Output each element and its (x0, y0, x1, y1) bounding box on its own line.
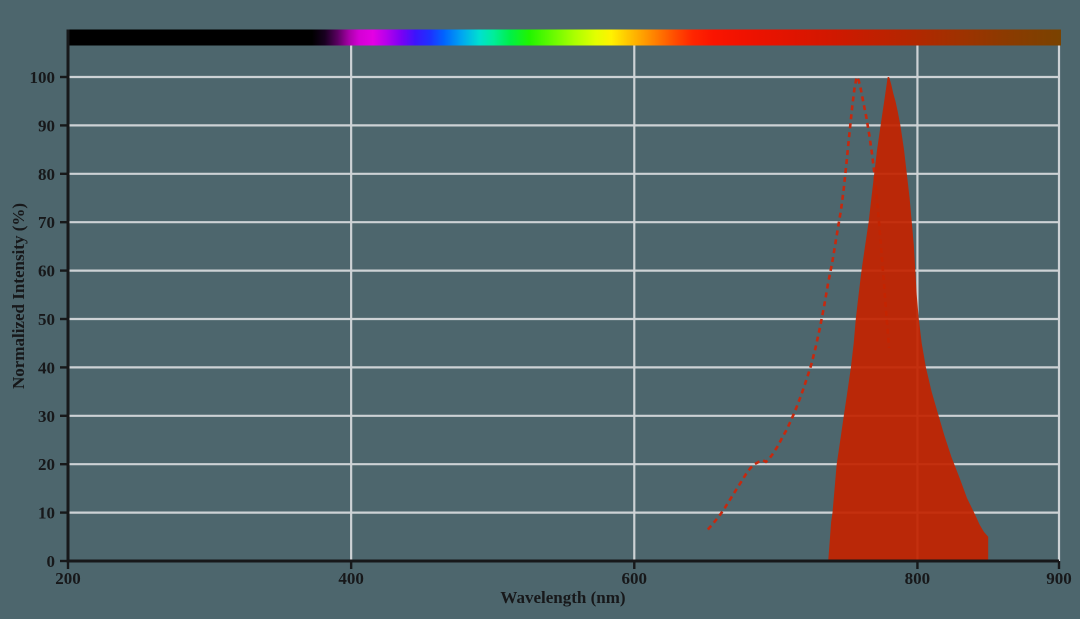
x-tick-label-800: 800 (905, 569, 931, 588)
y-tick-label-100: 100 (30, 68, 56, 87)
y-tick-label-50: 50 (38, 310, 55, 329)
y-tick-label-40: 40 (38, 358, 55, 377)
y-tick-label-10: 10 (38, 504, 55, 523)
x-tick-label-900: 900 (1046, 569, 1072, 588)
y-tick-label-30: 30 (38, 407, 55, 426)
y-tick-label-20: 20 (38, 455, 55, 474)
y-tick-label-0: 0 (47, 552, 56, 571)
x-tick-label-400: 400 (338, 569, 364, 588)
x-tick-label-600: 600 (622, 569, 648, 588)
excitation-curve (706, 73, 891, 531)
x-tick-label-200: 200 (55, 569, 81, 588)
y-tick-label-80: 80 (38, 165, 55, 184)
y-tick-label-70: 70 (38, 213, 55, 232)
y-tick-label-60: 60 (38, 262, 55, 281)
x-axis-title: Wavelength (nm) (500, 588, 625, 607)
emission-area (828, 77, 989, 561)
y-axis-title: Normalized Intensity (%) (9, 203, 28, 389)
y-tick-label-90: 90 (38, 116, 55, 135)
spectrum-color-bar (68, 29, 1061, 46)
